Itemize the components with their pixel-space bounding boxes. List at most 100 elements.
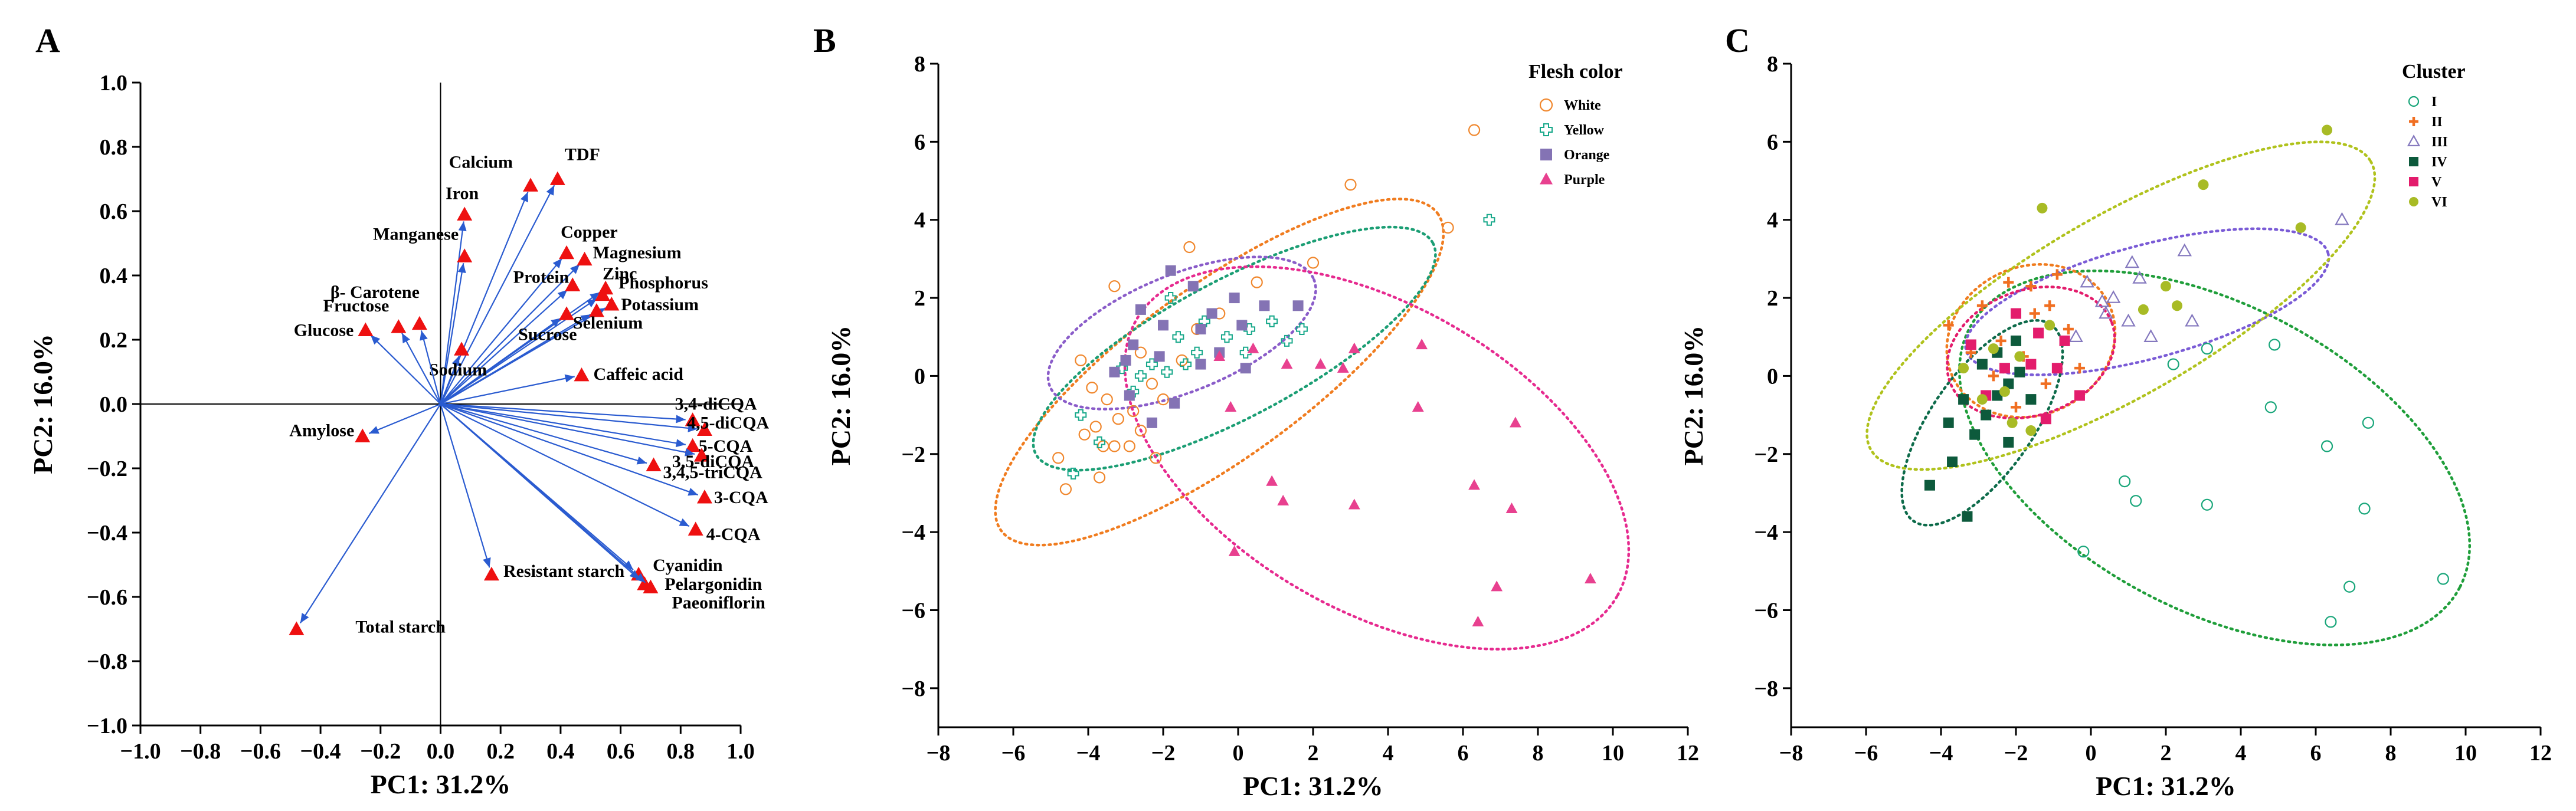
arrowhead-icon (458, 221, 467, 232)
data-point (1348, 342, 1360, 353)
legend-item: V (2409, 175, 2442, 190)
data-point (1134, 424, 1147, 437)
data-point (2044, 300, 2055, 311)
data-point (2074, 390, 2085, 401)
y-tick-label: 0.0 (100, 392, 128, 417)
series-group (1965, 308, 2085, 425)
loading-marker (559, 306, 575, 320)
loading-marker (588, 303, 604, 317)
loading-marker (355, 428, 371, 442)
arrowhead-icon (586, 298, 597, 308)
legend-item: I (2408, 94, 2437, 110)
data-point (2080, 274, 2094, 288)
data-point (1127, 405, 1140, 418)
data-point (1116, 362, 1128, 375)
vector-label: Resistant starch (503, 562, 625, 581)
data-point (1277, 494, 1289, 505)
x-tick-label: −8 (1779, 741, 1803, 766)
data-point (2051, 269, 2063, 280)
loading-marker (696, 490, 712, 504)
data-point (1120, 354, 1131, 366)
data-point (1344, 179, 1357, 191)
y-tick-label: −1.0 (87, 714, 127, 738)
data-point (1999, 363, 2010, 374)
data-point (1059, 483, 1072, 495)
loading-marker (604, 297, 620, 311)
data-point (2025, 281, 2037, 292)
vector-label: Amylose (289, 421, 354, 441)
series-group (2077, 339, 2449, 628)
data-point (2130, 495, 2142, 507)
loading-marker (289, 621, 305, 635)
loading-marker (358, 322, 374, 337)
vector-label: 4,5-diCQA (687, 413, 770, 433)
arrowhead-icon (688, 423, 698, 432)
y-tick-label: 1.0 (100, 71, 128, 96)
loading-vector (440, 403, 690, 527)
x-tick-label: −6 (1001, 741, 1026, 766)
data-point (1483, 214, 1495, 226)
x-tick-label: 0.8 (667, 739, 695, 764)
panel-c-ellipses (1865, 140, 2472, 646)
legend-item: Orange (1540, 147, 1610, 163)
data-point (2409, 197, 2418, 206)
series-group (1924, 335, 2037, 522)
y-tick-label: −6 (1754, 598, 1778, 623)
data-point (1183, 241, 1196, 254)
data-point (2172, 300, 2183, 311)
data-point (2362, 416, 2374, 429)
vector-label: Cyanidin (653, 556, 723, 575)
data-point (1348, 498, 1360, 510)
data-point (1176, 354, 1188, 367)
panel-a-x-axis-title: PC1: 31.2% (371, 769, 511, 799)
data-point (2125, 255, 2140, 268)
vector-label: Caffeic acid (593, 365, 683, 384)
data-point (1150, 452, 1162, 464)
loading-vector (440, 185, 555, 405)
y-tick-label: 0.4 (100, 264, 128, 288)
legend-label: VI (2431, 195, 2447, 210)
data-point (1958, 363, 1969, 374)
panel-b-ellipses (994, 198, 1631, 651)
loading-marker (454, 342, 470, 356)
x-tick-label: −0.2 (360, 739, 401, 764)
data-point (1988, 343, 1999, 354)
data-point (2138, 304, 2149, 315)
confidence-ellipse (1046, 255, 1317, 411)
loading-marker (685, 438, 701, 452)
data-point (1145, 377, 1158, 390)
data-point (1128, 339, 1139, 350)
data-point (1093, 471, 1106, 484)
arrowhead-icon (569, 264, 580, 274)
data-point (1052, 452, 1065, 464)
arrowhead-icon (580, 314, 591, 323)
panel-b-x-axis-title: PC1: 31.2% (1243, 771, 1383, 801)
arrowhead-icon (551, 318, 561, 327)
data-point (2099, 306, 2113, 319)
confidence-ellipse (1032, 225, 1437, 472)
series-group (1109, 265, 1304, 428)
data-point (1976, 359, 1988, 370)
data-point (1112, 413, 1124, 425)
x-tick-label: 12 (1677, 741, 1699, 766)
data-point (2077, 546, 2090, 558)
data-point (1213, 350, 1226, 361)
x-tick-label: −0.8 (180, 739, 221, 764)
vector-label: 3-CQA (714, 488, 768, 507)
x-tick-label: 8 (2385, 741, 2397, 766)
data-point (1468, 124, 1481, 136)
panel-c-y-axis-title: PC2: 16.0% (1678, 326, 1708, 466)
confidence-ellipse (1958, 269, 2472, 646)
y-tick-label: −0.4 (87, 521, 127, 546)
arrowhead-icon (636, 457, 647, 465)
data-point (1101, 393, 1113, 406)
data-point (2106, 290, 2121, 303)
data-point (1229, 293, 1240, 304)
y-tick-label: −8 (901, 677, 925, 701)
data-point (1206, 308, 1217, 319)
vector-label: Magnesium (593, 243, 682, 262)
arrowhead-icon (369, 426, 379, 434)
series-group (1052, 124, 1481, 495)
x-tick-label: 6 (2310, 741, 2322, 766)
